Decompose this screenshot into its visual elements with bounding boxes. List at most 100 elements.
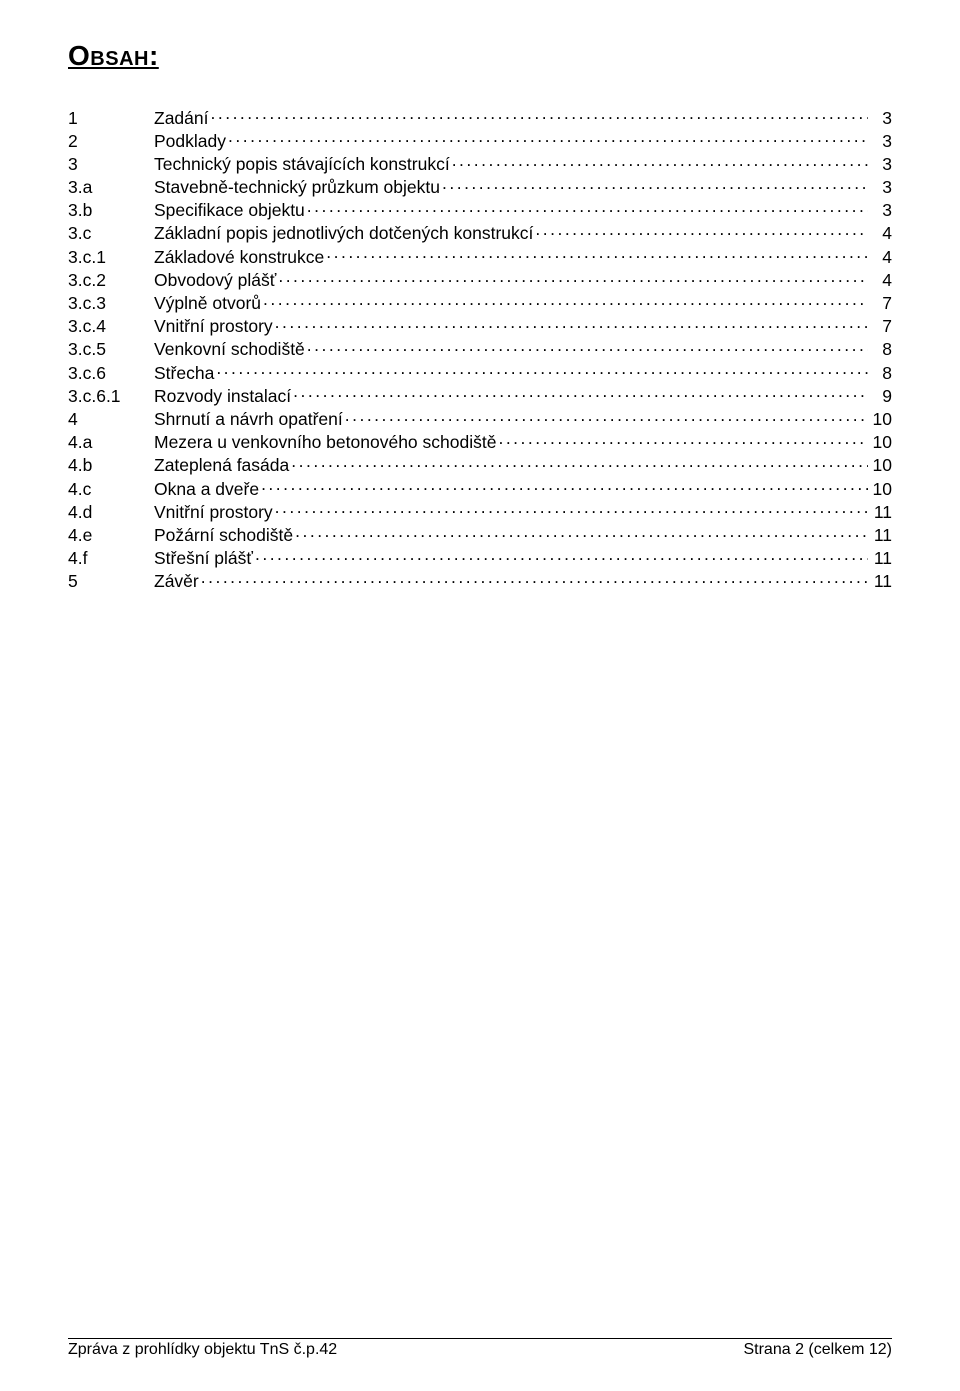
toc-number: 3.c [68,223,154,243]
toc-page-number: 7 [868,316,892,336]
toc-number: 4 [68,409,154,429]
toc-leader-dots [307,338,868,356]
toc-number: 3 [68,154,154,174]
toc-title: Střecha [154,363,216,383]
toc-number: 2 [68,131,154,151]
toc-leader-dots [326,245,868,263]
toc-number: 3.c.6.1 [68,386,154,406]
toc-page-number: 4 [868,270,892,290]
toc-page-number: 8 [868,363,892,383]
toc-row: 3.c.3Výplně otvorů 7 [68,292,892,314]
toc-number: 3.c.3 [68,293,154,313]
toc-row: 3.c.2Obvodový plášť 4 [68,268,892,290]
toc-number: 3.c.4 [68,316,154,336]
toc-title: Vnitřní prostory [154,316,275,336]
toc-row: 4.cOkna a dveře 10 [68,477,892,499]
page-footer: Zpráva z prohlídky objektu TnS č.p.42 St… [68,1338,892,1359]
toc-title: Požární schodiště [154,525,295,545]
toc-row: 4Shrnutí a návrh opatření 10 [68,407,892,429]
toc-leader-dots [278,268,868,286]
toc-leader-dots [452,152,868,170]
toc-heading: Obsah: [68,40,892,72]
toc-page-number: 3 [868,108,892,128]
toc-number: 5 [68,571,154,591]
toc-title: Střešní plášť [154,548,255,568]
toc-title: Rozvody instalací [154,386,293,406]
toc-leader-dots [295,523,868,541]
toc-number: 4.f [68,548,154,568]
toc-row: 3.bSpecifikace objektu 3 [68,199,892,221]
toc-title: Venkovní schodiště [154,339,307,359]
toc-number: 3.c.1 [68,247,154,267]
toc-leader-dots [228,129,868,147]
document-page: Obsah: 1Zadání 32Podklady 33Technický po… [0,0,960,1391]
toc-leader-dots [261,477,868,495]
footer-left: Zpráva z prohlídky objektu TnS č.p.42 [68,1341,337,1359]
toc-row: 3.c.6.1Rozvody instalací 9 [68,384,892,406]
toc-page-number: 9 [868,386,892,406]
toc-row: 4.bZateplená fasáda 10 [68,454,892,476]
toc-page-number: 3 [868,177,892,197]
toc-leader-dots [307,199,868,217]
toc-leader-dots [345,407,868,425]
toc-page-number: 4 [868,223,892,243]
toc-title: Specifikace objektu [154,200,307,220]
toc-number: 4.d [68,502,154,522]
toc-number: 3.a [68,177,154,197]
toc-title: Technický popis stávajících konstrukcí [154,154,452,174]
toc-row: 4.ePožární schodiště 11 [68,523,892,545]
toc-row: 3Technický popis stávajících konstrukcí … [68,152,892,174]
toc-page-number: 7 [868,293,892,313]
toc-leader-dots [210,106,868,124]
toc-page-number: 11 [868,502,892,522]
toc-title: Mezera u venkovního betonového schodiště [154,432,498,452]
toc-leader-dots [498,431,868,449]
toc-title: Obvodový plášť [154,270,278,290]
toc-page-number: 10 [868,455,892,475]
toc-title: Zadání [154,108,210,128]
toc-leader-dots [293,384,868,402]
toc-leader-dots [216,361,868,379]
toc-row: 3.c.1Základové konstrukce 4 [68,245,892,267]
toc-page-number: 10 [868,432,892,452]
toc-number: 4.b [68,455,154,475]
toc-page-number: 3 [868,131,892,151]
toc-leader-dots [263,292,868,310]
table-of-contents: 1Zadání 32Podklady 33Technický popis stá… [68,106,892,592]
toc-title: Vnitřní prostory [154,502,275,522]
toc-title: Základové konstrukce [154,247,326,267]
toc-title: Podklady [154,131,228,151]
toc-number: 3.b [68,200,154,220]
toc-row: 1Zadání 3 [68,106,892,128]
toc-number: 3.c.5 [68,339,154,359]
toc-page-number: 10 [868,479,892,499]
toc-title: Stavebně-technický průzkum objektu [154,177,442,197]
toc-leader-dots [255,547,868,565]
toc-title: Zateplená fasáda [154,455,291,475]
toc-number: 4.e [68,525,154,545]
toc-row: 3.c.4Vnitřní prostory 7 [68,315,892,337]
toc-row: 4.dVnitřní prostory 11 [68,500,892,522]
toc-page-number: 4 [868,247,892,267]
toc-row: 2Podklady 3 [68,129,892,151]
toc-leader-dots [275,500,868,518]
toc-title: Základní popis jednotlivých dotčených ko… [154,223,535,243]
footer-right: Strana 2 (celkem 12) [743,1341,892,1359]
toc-leader-dots [535,222,868,240]
toc-page-number: 8 [868,339,892,359]
toc-page-number: 11 [868,571,892,591]
toc-title: Okna a dveře [154,479,261,499]
toc-leader-dots [275,315,868,333]
toc-page-number: 3 [868,154,892,174]
toc-row: 3.c.6Střecha 8 [68,361,892,383]
toc-leader-dots [201,570,868,588]
toc-row: 4.fStřešní plášť 11 [68,547,892,569]
toc-page-number: 10 [868,409,892,429]
toc-leader-dots [291,454,868,472]
toc-row: 4.aMezera u venkovního betonového schodi… [68,431,892,453]
toc-page-number: 11 [868,525,892,545]
toc-number: 4.a [68,432,154,452]
toc-leader-dots [442,176,868,194]
toc-row: 3.cZákladní popis jednotlivých dotčených… [68,222,892,244]
toc-row: 3.aStavebně-technický průzkum objektu 3 [68,176,892,198]
